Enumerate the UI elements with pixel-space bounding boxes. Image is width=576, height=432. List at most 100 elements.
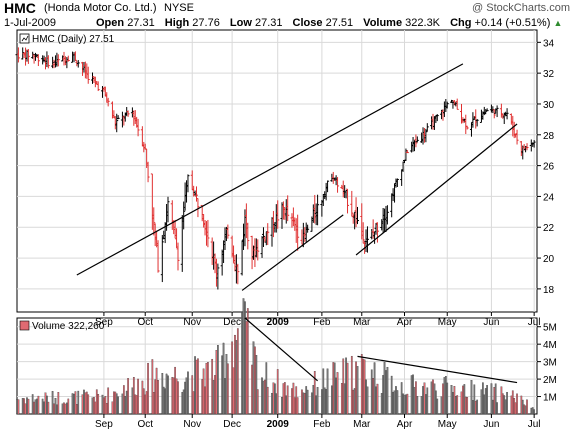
date-tick-label: 2009 — [267, 317, 290, 328]
volume-bar — [147, 362, 149, 415]
volume-bar — [167, 375, 169, 415]
volume-bar — [393, 390, 396, 415]
volume-bar — [125, 390, 128, 415]
volume-bar — [265, 362, 268, 415]
volume-bar — [285, 395, 288, 415]
volume-bar — [473, 384, 476, 415]
volume-bar — [24, 403, 27, 415]
volume-bar — [255, 355, 258, 415]
volume-bar — [396, 390, 399, 415]
volume-bar — [74, 391, 77, 415]
volume-bar — [286, 385, 289, 415]
volume-bar — [292, 382, 295, 415]
volume-bar — [276, 369, 279, 415]
volume-bar — [187, 371, 189, 415]
low-value: 27.31 — [254, 17, 283, 29]
volume-bar — [87, 394, 90, 415]
volume-bar — [496, 402, 498, 415]
volume-bar — [231, 341, 233, 415]
volume-bar — [36, 398, 38, 415]
date-tick-label: Jul — [528, 419, 541, 430]
volume-bar — [342, 358, 345, 415]
volume-bar — [356, 366, 359, 415]
volume-bar — [157, 380, 159, 415]
volume-bar — [330, 385, 333, 415]
volume-bar — [514, 402, 517, 415]
volume-bar — [264, 379, 266, 415]
volume-bar — [501, 393, 504, 415]
volume-bar — [323, 387, 326, 415]
volume-bar — [271, 392, 273, 415]
volume-bar — [53, 403, 55, 415]
volume-bar — [47, 401, 50, 415]
price-tick-label: 26 — [543, 162, 555, 173]
date-axis-lower: Sep Oct Nov Dec 2009 Feb Mar Apr May Jun Jul — [95, 414, 541, 430]
close-value: 27.51 — [325, 17, 354, 29]
date-tick-label: Mar — [353, 419, 371, 430]
volume-bar — [46, 395, 48, 415]
volume-bar — [382, 375, 384, 415]
volume-bar — [403, 394, 406, 415]
volume-bar — [281, 397, 283, 415]
volume-bar — [316, 387, 319, 415]
date-tick-label: Feb — [313, 419, 331, 430]
volume-bar — [352, 389, 355, 415]
volume-bar — [315, 395, 318, 415]
volume-bar — [362, 358, 365, 415]
volume-bar — [303, 392, 306, 415]
volume-bar — [443, 377, 446, 415]
volume-bar — [202, 368, 205, 415]
volume-bar — [33, 401, 35, 415]
volume-bar — [454, 396, 457, 415]
volume-bar — [510, 395, 513, 415]
volume-bar — [154, 379, 157, 415]
volume-bar — [523, 404, 526, 415]
volume-bar — [530, 407, 533, 415]
volume-bar — [412, 374, 414, 415]
volume-bar — [444, 376, 447, 415]
symbol: HMC — [4, 0, 36, 16]
volume-bar — [215, 350, 218, 415]
volume-bar — [380, 393, 383, 415]
volume-bar — [350, 355, 353, 415]
price-tick-label: 22 — [543, 223, 555, 234]
volume-bar — [224, 378, 226, 415]
volume-bar — [155, 367, 158, 415]
volume-bar — [462, 385, 464, 415]
volume-bar — [261, 377, 263, 415]
volume-bar — [162, 386, 165, 415]
volume-bar — [370, 369, 373, 415]
volume-bar — [452, 392, 454, 415]
price-trendline — [76, 63, 464, 276]
date-tick-label: Dec — [223, 317, 241, 328]
legend-swatch-icon — [21, 35, 29, 42]
volume-bar — [516, 393, 518, 415]
volume-bar — [472, 400, 474, 415]
volume-bar — [245, 321, 248, 415]
price-series — [15, 47, 536, 290]
volume-bar — [372, 378, 375, 415]
volume-bar — [434, 390, 437, 415]
volume-bar — [415, 381, 417, 415]
volume-bar — [16, 398, 18, 415]
volume-bar — [31, 394, 34, 415]
volume-bar — [491, 399, 494, 415]
volume-bar — [175, 378, 178, 415]
volume-bar — [321, 389, 323, 415]
volume-bar — [395, 386, 397, 415]
volume-bar — [442, 383, 444, 415]
volume-bar — [165, 373, 168, 415]
volume-bar — [343, 383, 346, 415]
volume-bar — [503, 395, 506, 415]
volume-bar — [103, 397, 105, 415]
volume-bar — [141, 380, 144, 415]
volume-bar — [480, 389, 483, 415]
volume-bar — [17, 399, 20, 415]
volume-bar — [262, 380, 265, 415]
date-tick-label: Dec — [223, 419, 241, 430]
price-tick-label: 20 — [543, 254, 555, 265]
volume-series — [16, 298, 536, 415]
volume-bar — [355, 361, 357, 415]
volume-bar — [476, 399, 479, 415]
